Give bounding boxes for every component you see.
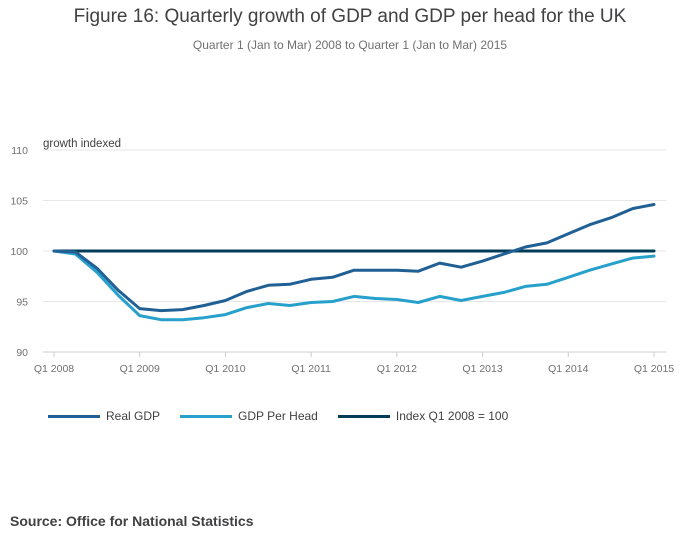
legend-item-index[interactable]: Index Q1 2008 = 100 bbox=[337, 409, 509, 423]
y-tick-label: 105 bbox=[10, 196, 28, 208]
x-tick-label: Q1 2009 bbox=[120, 363, 160, 375]
y-tick-label: 90 bbox=[16, 347, 28, 359]
x-tick-label: Q1 2014 bbox=[548, 363, 588, 375]
x-tick-label: Q1 2015 bbox=[634, 363, 674, 375]
legend-label: Real GDP bbox=[106, 409, 161, 423]
source-note: Source: Office for National Statistics bbox=[10, 513, 254, 529]
legend: Real GDP GDP Per Head Index Q1 2008 = 10… bbox=[48, 409, 528, 423]
y-axis-ticks: 90 95 100 105 110 bbox=[10, 145, 28, 359]
legend-swatch bbox=[337, 414, 390, 418]
x-tick-label: Q1 2012 bbox=[377, 363, 417, 375]
y-tick-label: 95 bbox=[16, 297, 28, 309]
x-tick-label: Q1 2013 bbox=[462, 363, 502, 375]
series-lines bbox=[52, 203, 656, 322]
y-tick-label: 110 bbox=[11, 145, 28, 157]
legend-item-real-gdp[interactable]: Real GDP bbox=[48, 409, 160, 423]
x-tick-label: Q1 2010 bbox=[205, 363, 245, 375]
x-tick-label: Q1 2008 bbox=[34, 363, 74, 375]
y-axis-label: growth indexed bbox=[43, 138, 121, 150]
legend-swatch bbox=[48, 414, 100, 418]
series-line-real-gdp[interactable] bbox=[52, 203, 656, 313]
legend-swatch bbox=[180, 414, 233, 418]
chart-title: Figure 16: Quarterly growth of GDP and G… bbox=[73, 6, 627, 27]
legend-label: Index Q1 2008 = 100 bbox=[395, 409, 509, 423]
x-tick-label: Q1 2011 bbox=[291, 363, 331, 375]
legend-label: GDP Per Head bbox=[238, 409, 318, 423]
series-line-gdp-per-head[interactable] bbox=[52, 249, 656, 322]
x-axis: Q1 2008 Q1 2009 Q1 2010 Q1 2011 Q1 2012 Q1 20… bbox=[34, 351, 674, 375]
y-tick-label: 100 bbox=[10, 246, 28, 258]
chart-subtitle: Quarter 1 (Jan to Mar) 2008 to Quarter 1… bbox=[192, 38, 508, 52]
legend-item-gdp-per-head[interactable]: GDP Per Head bbox=[180, 409, 318, 423]
